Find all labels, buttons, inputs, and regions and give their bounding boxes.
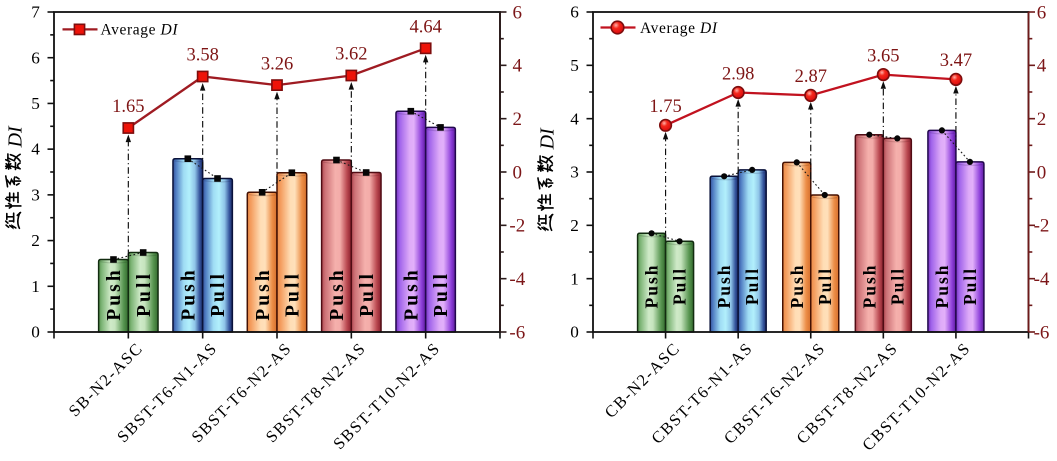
svg-text:3.58: 3.58	[186, 46, 218, 66]
svg-text:3.65: 3.65	[867, 46, 899, 66]
svg-text:-4: -4	[509, 269, 525, 290]
svg-text:-6: -6	[509, 322, 525, 343]
svg-text:DI: DI	[537, 127, 559, 150]
svg-text:-6: -6	[1034, 322, 1050, 343]
svg-text:Push: Push	[932, 264, 952, 309]
svg-text:4: 4	[513, 56, 523, 77]
svg-text:3: 3	[31, 185, 40, 204]
svg-text:-4: -4	[1034, 269, 1050, 290]
svg-text:0: 0	[1037, 162, 1047, 183]
svg-text:3.47: 3.47	[940, 51, 972, 71]
svg-text:Push: Push	[178, 267, 199, 321]
svg-text:1.75: 1.75	[649, 97, 681, 117]
svg-text:7: 7	[31, 3, 40, 22]
svg-text:Pull: Pull	[960, 267, 980, 305]
svg-text:Push: Push	[327, 267, 348, 321]
svg-text:Push: Push	[714, 264, 734, 309]
svg-text:Pull: Pull	[670, 267, 690, 305]
svg-text:2: 2	[1037, 109, 1047, 130]
svg-text:Pull: Pull	[208, 271, 229, 317]
svg-text:DI: DI	[4, 125, 26, 148]
svg-text:Push: Push	[253, 267, 274, 321]
svg-text:2: 2	[570, 216, 579, 235]
svg-text:2: 2	[31, 231, 40, 250]
svg-text:Average DI: Average DI	[640, 20, 718, 37]
svg-text:2.98: 2.98	[722, 64, 754, 84]
svg-text:6: 6	[570, 3, 579, 22]
svg-text:3.26: 3.26	[261, 54, 293, 74]
svg-text:3: 3	[570, 163, 579, 182]
svg-text:Push: Push	[104, 267, 125, 321]
svg-text:6: 6	[31, 48, 40, 67]
svg-text:1: 1	[31, 277, 40, 296]
svg-text:1: 1	[570, 269, 579, 288]
svg-text:2: 2	[513, 109, 523, 130]
svg-text:4: 4	[31, 140, 40, 159]
svg-text:Push: Push	[859, 264, 879, 309]
svg-text:Pull: Pull	[282, 271, 303, 317]
svg-text:6: 6	[513, 2, 523, 23]
svg-text:Pull: Pull	[887, 267, 907, 305]
svg-text:5: 5	[31, 94, 40, 113]
svg-text:-2: -2	[1034, 216, 1050, 237]
svg-text:Pull: Pull	[742, 267, 762, 305]
svg-text:-2: -2	[509, 216, 525, 237]
svg-text:Pull: Pull	[134, 271, 155, 317]
svg-text:4: 4	[1037, 56, 1047, 77]
svg-text:Pull: Pull	[431, 271, 452, 317]
svg-text:5: 5	[570, 56, 579, 75]
svg-text:4: 4	[570, 109, 579, 128]
svg-text:3.62: 3.62	[335, 45, 367, 65]
svg-text:Push: Push	[787, 264, 807, 309]
svg-text:4.64: 4.64	[409, 18, 441, 38]
svg-text:1.65: 1.65	[112, 97, 144, 117]
svg-text:2.87: 2.87	[795, 67, 827, 87]
svg-text:Push: Push	[401, 267, 422, 321]
svg-text:Push: Push	[642, 264, 662, 309]
svg-text:0: 0	[513, 162, 523, 183]
svg-text:Average DI: Average DI	[101, 22, 179, 39]
svg-text:0: 0	[570, 323, 579, 342]
svg-text:6: 6	[1037, 2, 1047, 23]
svg-text:Pull: Pull	[357, 271, 378, 317]
svg-text:0: 0	[31, 323, 40, 342]
svg-text:Pull: Pull	[815, 267, 835, 305]
